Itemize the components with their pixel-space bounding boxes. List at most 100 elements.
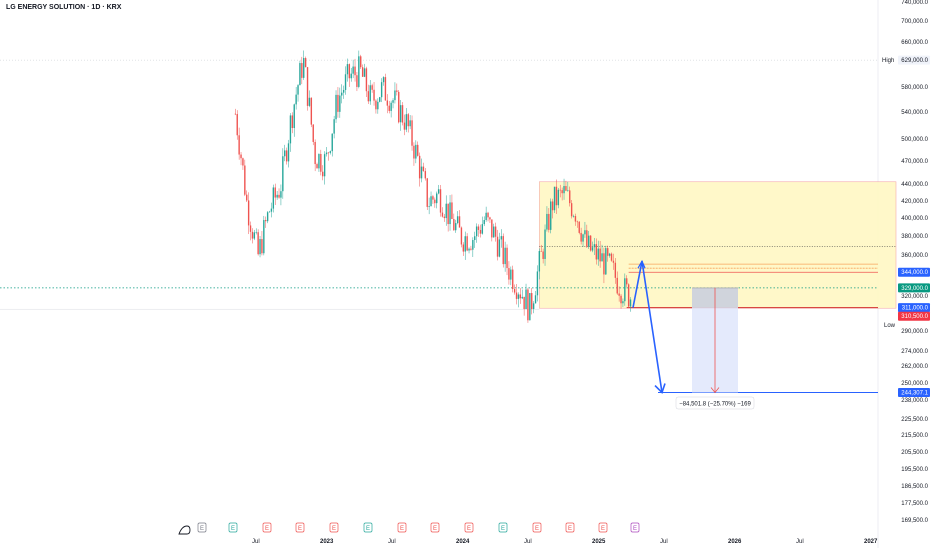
- candle-body: [489, 217, 491, 220]
- candle-body: [335, 94, 337, 120]
- price-tag-bg: [898, 283, 930, 293]
- candle-body: [588, 235, 590, 247]
- projection-arrow-up: [637, 259, 646, 269]
- candle-body: [306, 67, 309, 106]
- price-tag: 310,500.0: [898, 311, 930, 321]
- candle-body: [536, 271, 539, 296]
- earnings-marker-box: [262, 522, 272, 533]
- y-tick-label: 500,000.0: [901, 137, 928, 144]
- earnings-marker[interactable]: E: [397, 522, 407, 533]
- earnings-marker[interactable]: E: [363, 522, 373, 533]
- candle-body: [244, 165, 246, 195]
- candle-body: [597, 248, 599, 260]
- candle-body: [388, 105, 390, 111]
- candle-body: [531, 293, 533, 309]
- candle-body: [608, 253, 611, 256]
- earnings-marker[interactable]: E: [532, 522, 542, 533]
- candle-body: [304, 58, 307, 68]
- y-tick-label: 420,000.0: [901, 198, 928, 205]
- y-tick-label: 400,000.0: [901, 215, 928, 222]
- candle-body: [474, 236, 476, 241]
- x-tick-label: 2023: [320, 539, 334, 545]
- candle-body: [367, 91, 370, 102]
- earnings-marker[interactable]: E: [329, 522, 339, 533]
- candle-body: [494, 226, 497, 237]
- candle-body: [582, 234, 584, 242]
- earnings-marker[interactable]: E: [295, 522, 305, 533]
- candle-body: [563, 186, 565, 194]
- candle-body: [513, 289, 516, 293]
- candle-body: [443, 216, 446, 219]
- candle-body: [365, 68, 368, 92]
- candle-body: [593, 244, 596, 248]
- price-tag-bg: [898, 311, 930, 321]
- candle-body: [542, 251, 544, 259]
- candle-body: [375, 100, 377, 110]
- candle-body: [551, 201, 554, 211]
- candle-body: [578, 221, 580, 233]
- candle-body: [257, 232, 259, 255]
- candle-body: [350, 73, 352, 79]
- candle-body: [390, 102, 392, 111]
- earnings-marker[interactable]: E: [598, 522, 608, 533]
- y-tick-label: 470,000.0: [901, 159, 928, 166]
- candle-body: [616, 277, 618, 294]
- candle-body: [342, 89, 345, 93]
- candle-body: [285, 150, 288, 162]
- candle-body: [436, 193, 438, 204]
- candle-body: [614, 262, 617, 278]
- y-tick-label: 205,500.0: [901, 449, 928, 456]
- candle-body: [234, 113, 237, 115]
- candle-body: [629, 299, 632, 307]
- earnings-marker-label: E: [366, 526, 370, 532]
- candle-body: [565, 186, 567, 191]
- candle-body: [569, 190, 571, 204]
- x-tick-label: Jul: [660, 539, 668, 545]
- candle-body: [295, 94, 297, 105]
- earnings-marker-box: [197, 522, 207, 533]
- y-tick-label: 440,000.0: [901, 182, 928, 189]
- candle-body: [409, 120, 411, 127]
- candle-body: [348, 64, 351, 79]
- candle-body: [601, 253, 603, 262]
- candle-body: [265, 220, 267, 222]
- candle-body: [405, 114, 408, 130]
- candle-body: [620, 295, 622, 304]
- candle-body: [363, 68, 366, 77]
- earnings-marker-label: E: [231, 526, 235, 532]
- high-side-label: High: [882, 58, 894, 64]
- earnings-marker[interactable]: E: [498, 522, 508, 533]
- earnings-marker[interactable]: E: [262, 522, 272, 533]
- candle-body: [502, 236, 504, 265]
- earnings-marker[interactable]: E: [228, 522, 238, 533]
- earnings-marker-label: E: [633, 526, 637, 532]
- earnings-marker-label: E: [433, 526, 437, 532]
- candle-body: [548, 213, 550, 230]
- candle-body: [420, 166, 423, 179]
- candle-body: [580, 232, 582, 242]
- candle-body: [422, 166, 425, 172]
- earnings-marker[interactable]: E: [464, 522, 474, 533]
- chart-title: LG ENERGY SOLUTION · 1D · KRX: [6, 4, 122, 11]
- candle-body: [475, 226, 478, 237]
- projection-arrow-head: [654, 383, 666, 394]
- candle-body: [274, 187, 276, 198]
- earnings-marker[interactable]: E: [430, 522, 440, 533]
- earnings-marker[interactable]: E: [565, 522, 575, 533]
- candle-body: [299, 63, 301, 86]
- y-tick-label: 177,500.0: [901, 501, 928, 508]
- candle-body: [456, 216, 459, 224]
- candle-body: [599, 248, 601, 262]
- earnings-marker[interactable]: E: [197, 522, 207, 533]
- candle-body: [382, 77, 385, 83]
- price-tag-bg: [898, 55, 930, 65]
- price-tag: 344,000.0: [898, 267, 930, 277]
- candle-body: [466, 236, 468, 251]
- x-tick-label: Jul: [252, 539, 260, 545]
- candle-body: [411, 120, 413, 146]
- candle-body: [447, 203, 449, 225]
- candle-body: [282, 156, 284, 192]
- earnings-marker[interactable]: E: [630, 522, 640, 533]
- candle-body: [624, 278, 626, 302]
